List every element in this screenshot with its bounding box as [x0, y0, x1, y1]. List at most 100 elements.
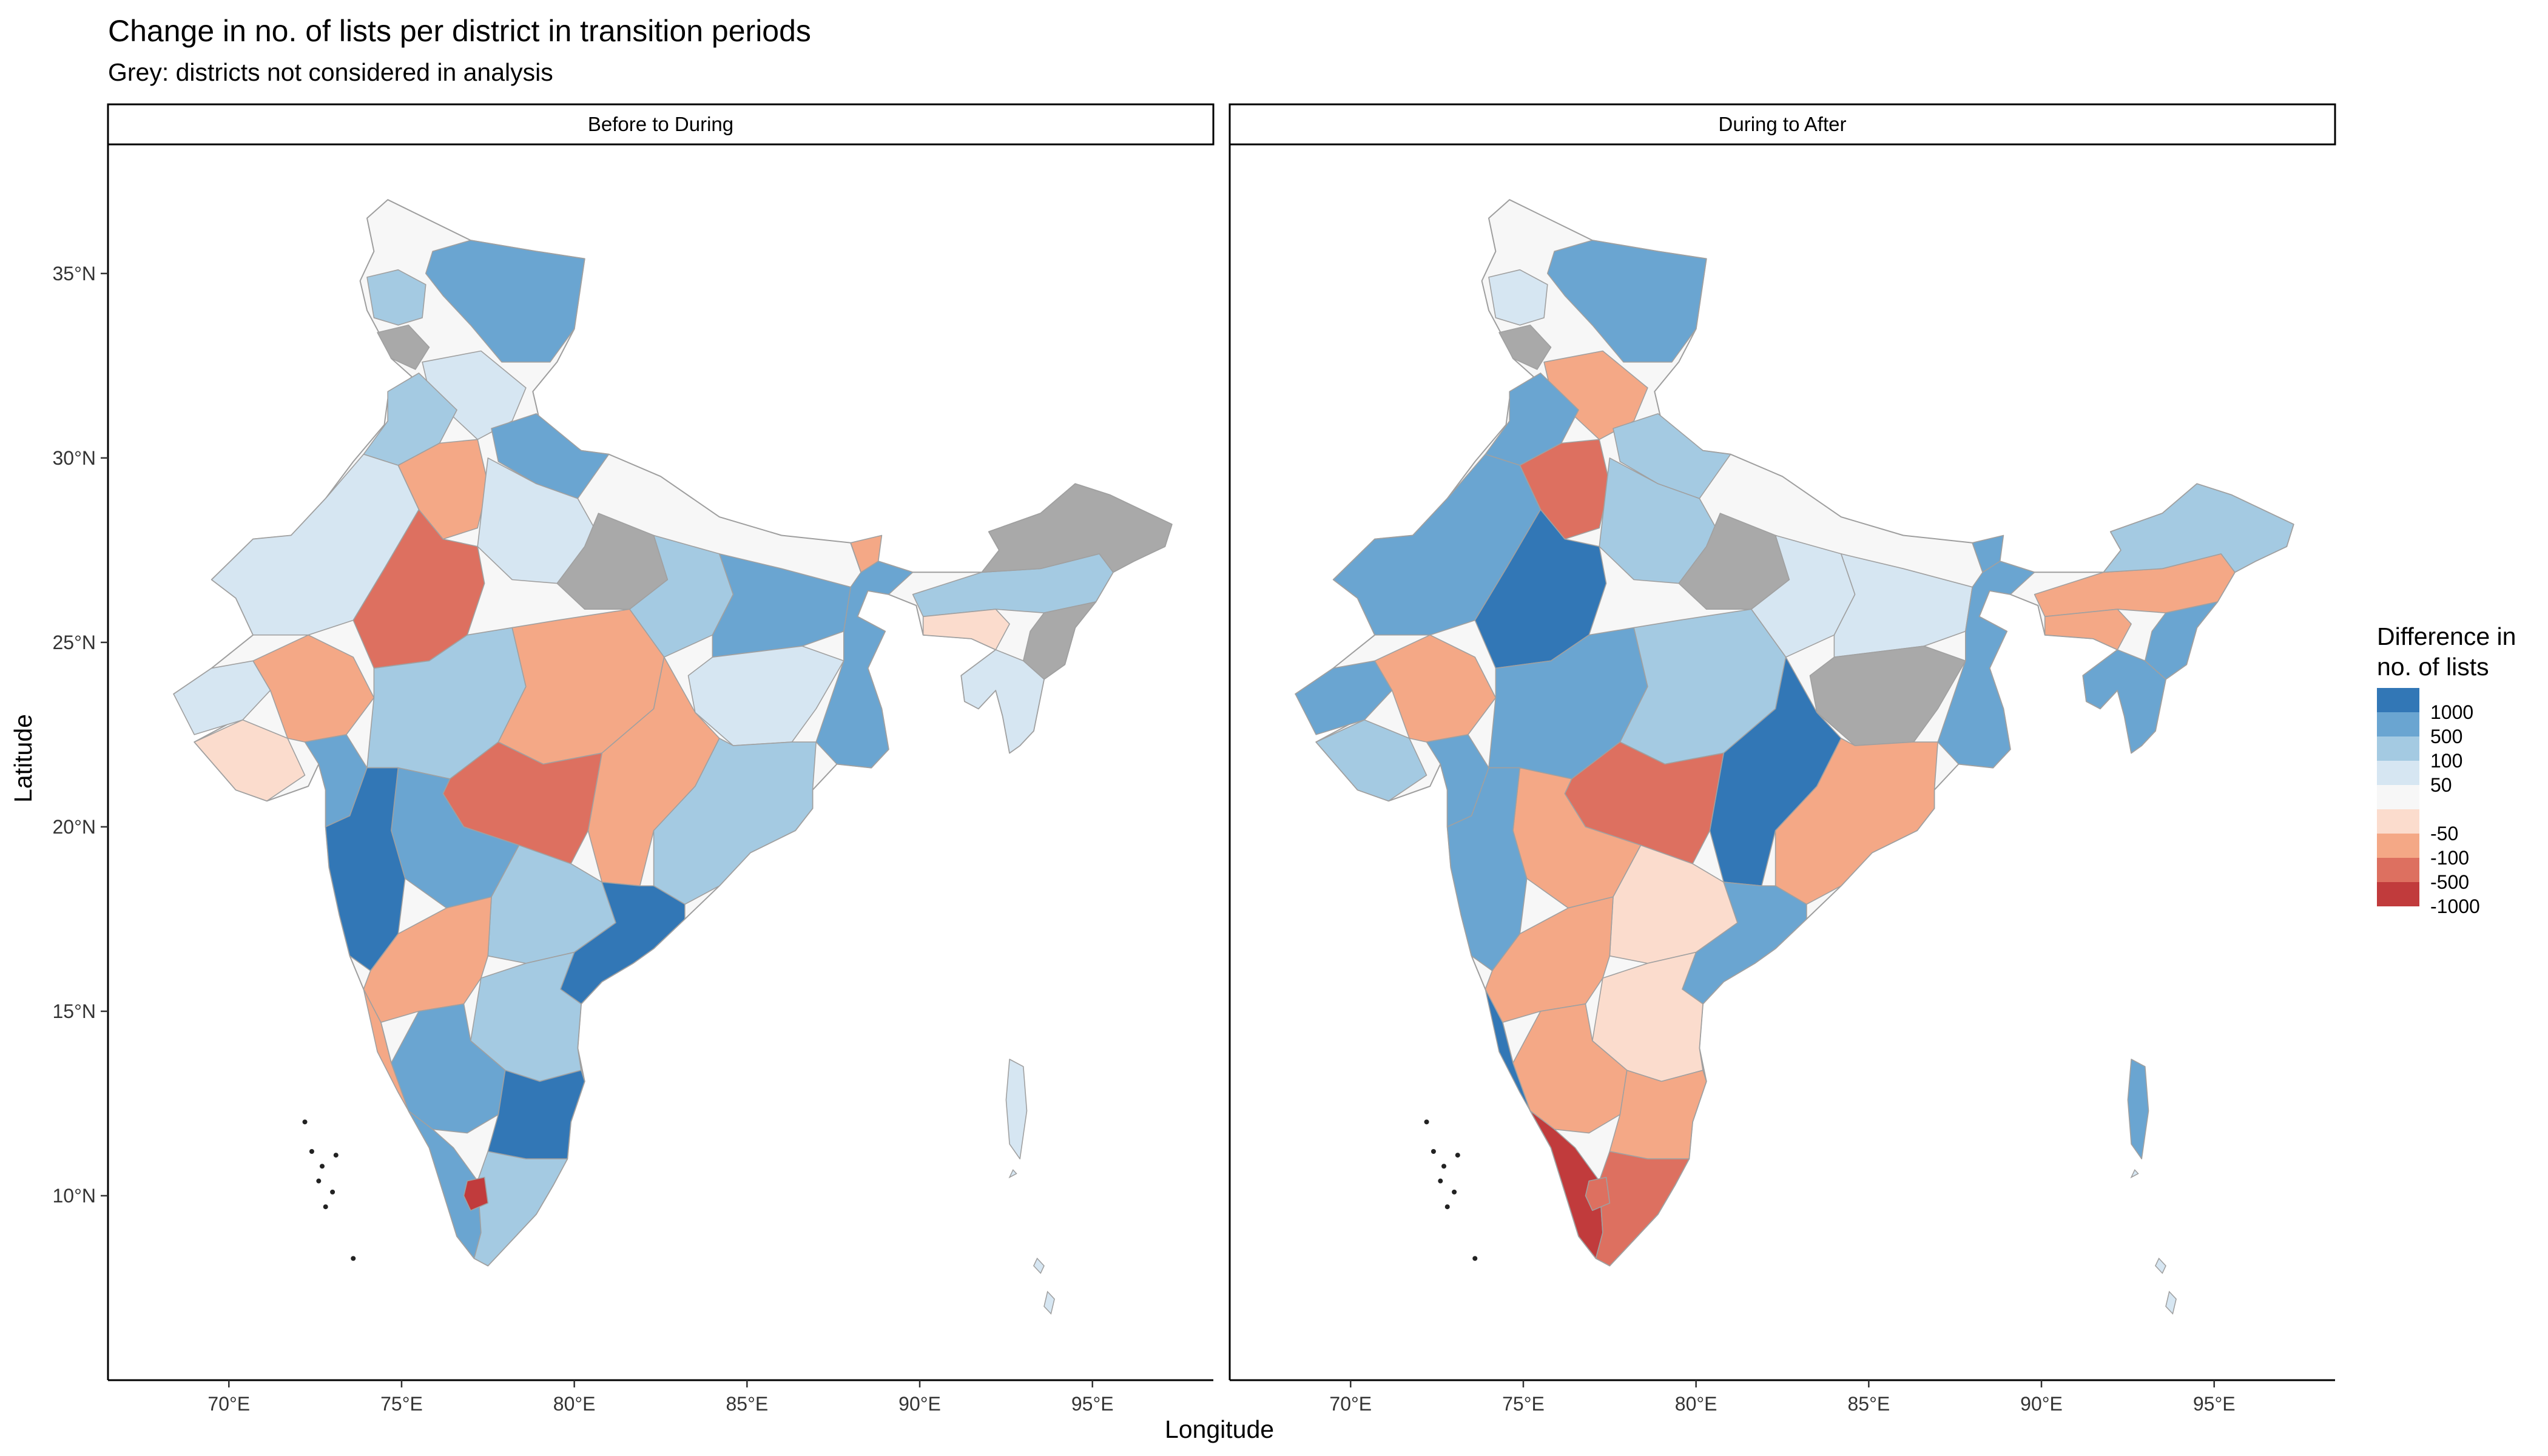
y-axis-title: Latitude: [9, 714, 37, 803]
island-dot: [316, 1178, 322, 1184]
x-tick-label: 70°E: [1329, 1393, 1372, 1415]
legend-key: [2377, 712, 2419, 736]
facet-panel: Before to During 70°E 75°E 80°E 85°E 90°E 95°E…: [53, 103, 1215, 1415]
y-tick-label: 10°N: [53, 1185, 96, 1207]
facet-label: During to After: [1719, 113, 1847, 135]
island: [2130, 1169, 2139, 1179]
x-tick-label: 75°E: [1502, 1393, 1545, 1415]
x-tick-label: 70°E: [207, 1393, 250, 1415]
legend-label: 50: [2430, 774, 2452, 796]
district-region: [815, 561, 914, 769]
district-region: [425, 240, 585, 363]
district-region: [473, 1151, 568, 1267]
district-region: [377, 325, 430, 370]
legend-label: 500: [2430, 726, 2462, 747]
district-region: [1446, 767, 1528, 971]
island: [1008, 1169, 1017, 1179]
district-region: [1488, 269, 1548, 326]
legend-label: -50: [2430, 823, 2458, 844]
facet-panel: During to After 70°E 75°E 80°E 85°E 90°E 95°E: [1228, 103, 2336, 1415]
x-tick-label: 90°E: [2020, 1393, 2063, 1415]
x-tick-label: 90°E: [898, 1393, 941, 1415]
island-dot: [1455, 1153, 1460, 1158]
legend-key: [2377, 688, 2419, 712]
district-region: [352, 509, 485, 669]
legend-label: -1000: [2430, 895, 2480, 917]
legend-label: -500: [2430, 871, 2469, 893]
island-dot: [302, 1119, 308, 1125]
x-tick-label: 85°E: [726, 1393, 768, 1415]
legend-key: [2377, 882, 2419, 906]
district-region: [2082, 649, 2166, 754]
island: [1033, 1257, 1045, 1275]
x-tick-label: 75°E: [380, 1393, 423, 1415]
district-region: [2145, 601, 2219, 680]
facet-strip: [107, 103, 1215, 146]
island-dot: [1452, 1189, 1457, 1195]
island: [1043, 1290, 1055, 1315]
district-region: [366, 269, 426, 326]
legend-label: 1000: [2430, 701, 2473, 723]
district-region: [1937, 561, 2035, 769]
district-region: [2044, 608, 2132, 650]
x-axis-title: Longitude: [1165, 1415, 1274, 1443]
legend-key: [2377, 809, 2419, 834]
island-dot: [1424, 1119, 1429, 1125]
x-tick-label: 95°E: [2193, 1393, 2236, 1415]
y-tick-label: 30°N: [53, 447, 96, 469]
island-dot: [1472, 1256, 1478, 1261]
x-tick-label: 85°E: [1847, 1393, 1890, 1415]
district-region: [1774, 738, 1938, 905]
district-region: [325, 767, 406, 971]
island-dot: [333, 1153, 339, 1158]
x-tick-label: 80°E: [1675, 1393, 1717, 1415]
island-dot: [1438, 1178, 1443, 1184]
district-region: [1315, 719, 1427, 802]
district-region: [1595, 1151, 1690, 1267]
district-region: [1474, 509, 1607, 669]
district-region: [922, 608, 1010, 650]
legend-title: Difference in: [2377, 622, 2516, 650]
district-region: [1585, 1176, 1611, 1212]
district-region: [194, 719, 306, 802]
district-region: [491, 413, 610, 499]
x-tick-label: 95°E: [1071, 1393, 1114, 1415]
district-region: [1613, 413, 1731, 499]
district-region: [2127, 1059, 2149, 1159]
island-dot: [330, 1189, 335, 1195]
district-region: [1023, 601, 1097, 680]
y-tick-label: 15°N: [53, 1000, 96, 1022]
legend-label: -100: [2430, 847, 2469, 869]
legend-key: [2377, 736, 2419, 761]
y-tick-label: 20°N: [53, 816, 96, 838]
plot-title: Change in no. of lists per district in t…: [108, 14, 811, 48]
island-dot: [1441, 1164, 1447, 1169]
island: [2155, 1257, 2166, 1275]
district-region: [981, 483, 1173, 573]
island-dot: [323, 1204, 328, 1210]
legend-key: [2377, 785, 2419, 809]
facet-strip: [1228, 103, 2336, 146]
legend-key: [2377, 834, 2419, 858]
district-region: [653, 738, 817, 905]
india-map: [1295, 199, 2294, 1315]
district-region: [1005, 1059, 1028, 1159]
district-region: [2103, 483, 2294, 573]
legend-key: [2377, 858, 2419, 882]
island-dot: [309, 1149, 314, 1154]
y-tick-label: 25°N: [53, 632, 96, 653]
district-region: [463, 1176, 489, 1212]
district-region: [1498, 325, 1552, 370]
island: [2165, 1290, 2177, 1315]
island-dot: [351, 1256, 356, 1261]
legend-label: 100: [2430, 750, 2462, 772]
legend-title: no. of lists: [2377, 653, 2489, 681]
island-dot: [1444, 1204, 1450, 1210]
district-region: [1547, 240, 1707, 363]
india-map: [173, 199, 1173, 1315]
district-region: [850, 534, 883, 573]
district-region: [960, 649, 1045, 754]
facet-label: Before to During: [588, 113, 733, 135]
plot-subtitle: Grey: districts not considered in analys…: [108, 58, 553, 86]
